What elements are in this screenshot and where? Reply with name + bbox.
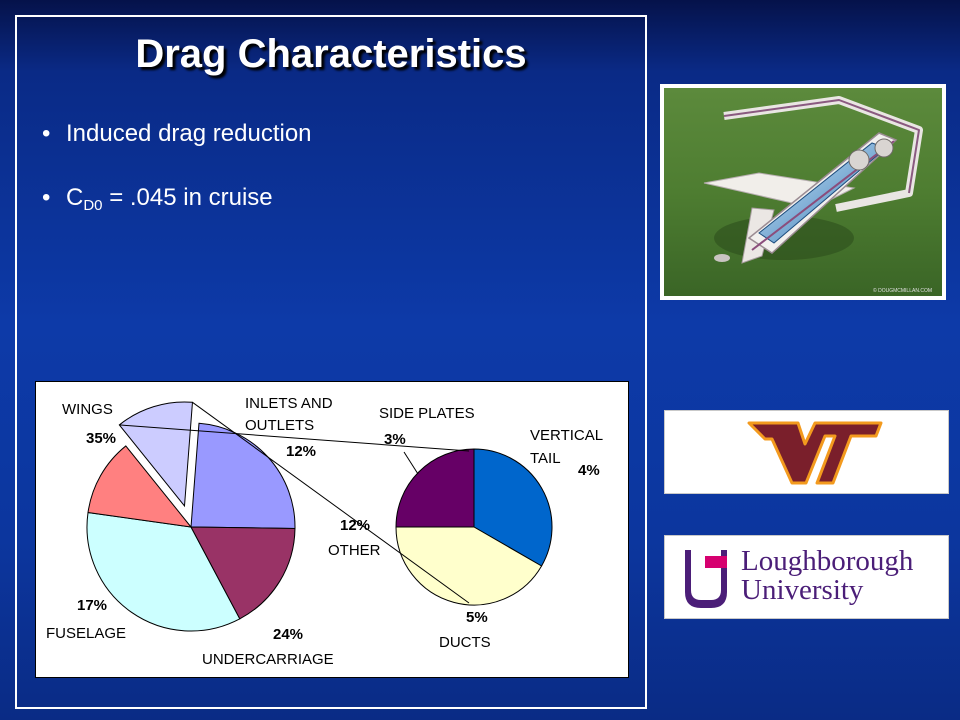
pie-chart-canvas — [86, 401, 553, 632]
aircraft-render-icon: © DOUGMCMILLAN.COM — [664, 88, 942, 296]
bullet-cd0: • CD0 = .045 in cruise — [42, 182, 312, 214]
pie-slice-fuselage — [190, 526, 296, 620]
vertical-tail-label-line2: TAIL — [530, 450, 561, 467]
sub-pie-slice-vertical-tail — [473, 448, 553, 567]
bullet-induced-drag: • Induced drag reduction — [42, 118, 312, 150]
bullet-list: • Induced drag reduction • CD0 = .045 in… — [42, 118, 312, 214]
sub-pie-slice-side-plates — [395, 448, 475, 528]
ducts-label: DUCTS — [439, 634, 491, 651]
side-plates-label: SIDE PLATES — [379, 405, 475, 422]
content-frame — [15, 15, 647, 709]
cd0-subscript: D0 — [83, 197, 103, 214]
sub-pie-slice-ducts — [395, 526, 543, 606]
wings-label: WINGS — [62, 401, 113, 418]
loughborough-line1: Loughborough — [741, 545, 914, 577]
cd0-symbol: C — [66, 184, 84, 211]
inlets-label-line1: INLETS AND — [245, 395, 333, 412]
other-label: OTHER — [328, 542, 381, 559]
vertical-tail-percent: 4% — [578, 462, 600, 479]
wings-percent: 35% — [86, 430, 117, 447]
loughborough-university-logo: Loughborough University — [664, 535, 949, 619]
loughborough-logo-icon — [685, 550, 727, 608]
photo-caption: © DOUGMCMILLAN.COM — [873, 287, 932, 294]
inlets-percent: 12% — [286, 443, 317, 460]
fuselage-percent: 17% — [77, 597, 108, 614]
loughborough-line2: University — [741, 574, 864, 606]
other-percent: 12% — [340, 517, 371, 534]
pie-slice-other — [118, 401, 194, 508]
undercarriage-label: UNDERCARRIAGE — [202, 651, 334, 668]
aircraft-photo: © DOUGMCMILLAN.COM — [660, 84, 946, 300]
undercarriage-percent: 24% — [273, 626, 304, 643]
fuselage-label: FUSELAGE — [46, 625, 127, 642]
bullet-dot-icon: • — [42, 184, 51, 211]
connector-line-bottom — [192, 401, 470, 604]
side-plates-percent: 3% — [384, 431, 406, 448]
pie-slice-wings — [86, 511, 241, 632]
vertical-tail-label-line1: VERTICAL — [530, 427, 604, 444]
virginia-tech-logo-icon — [747, 421, 883, 485]
cd0-value: = .045 in cruise — [102, 184, 273, 211]
bullet-text: Induced drag reduction — [66, 120, 312, 147]
drag-breakdown-chart: WINGS 35% INLETS AND OUTLETS 12% SIDE PL… — [35, 381, 629, 678]
virginia-tech-logo — [664, 410, 949, 494]
side-plates-leader-line — [403, 451, 419, 475]
bullet-dot-icon: • — [42, 120, 51, 147]
loughborough-wordmark: Loughborough University — [741, 547, 913, 605]
connector-line-top — [119, 424, 470, 452]
ducts-percent: 5% — [466, 609, 488, 626]
pie-slice-inlets-and-outlets — [87, 445, 193, 528]
inlets-label-line2: OUTLETS — [245, 417, 315, 434]
slide-title: Drag Characteristics — [135, 32, 527, 76]
